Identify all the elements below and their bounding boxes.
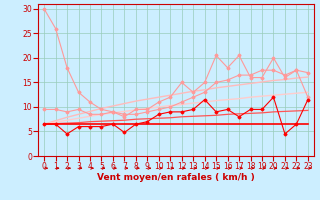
X-axis label: Vent moyen/en rafales ( km/h ): Vent moyen/en rafales ( km/h )	[97, 173, 255, 182]
